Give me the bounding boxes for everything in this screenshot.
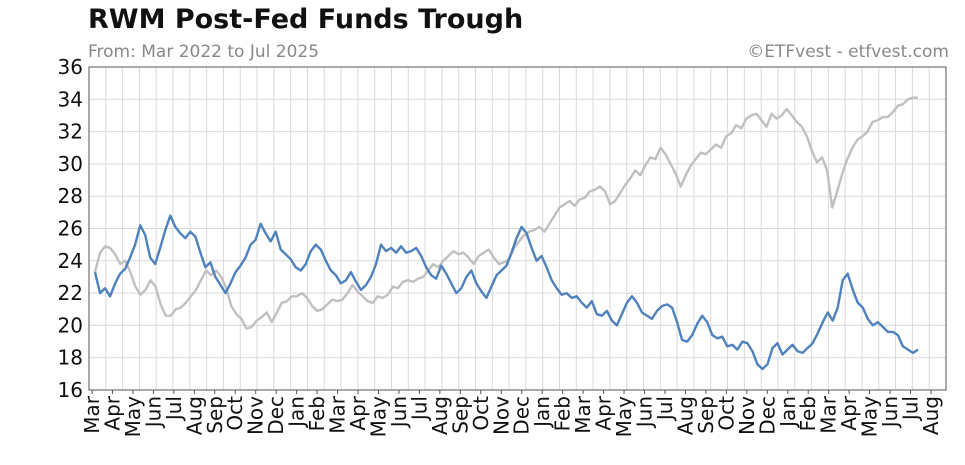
chart-title: RWM Post-Fed Funds Trough bbox=[88, 4, 524, 35]
chart-subtitle: From: Mar 2022 to Jul 2025 bbox=[88, 42, 320, 62]
y-tick-label: 28 bbox=[58, 184, 83, 208]
x-tick-label: Mar bbox=[817, 395, 841, 434]
chart-credit: ©ETFvest - etfvest.com bbox=[747, 42, 949, 62]
grid bbox=[89, 66, 946, 391]
y-tick-label: 20 bbox=[58, 313, 83, 337]
x-tick-label: May bbox=[366, 396, 390, 438]
x-tick-label: Jul bbox=[162, 396, 186, 422]
y-axis-ticks: 16 18 20 22 24 26 28 30 32 34 36 bbox=[58, 55, 83, 402]
x-tick-label: Jul bbox=[653, 396, 677, 422]
x-tick-label: Sep bbox=[694, 396, 718, 434]
x-tick-label: May bbox=[858, 396, 882, 438]
x-tick-label: Nov bbox=[244, 396, 268, 435]
x-tick-label: Aug bbox=[919, 396, 943, 435]
y-tick-label: 32 bbox=[58, 120, 83, 144]
x-tick-label: Oct bbox=[714, 396, 738, 431]
x-tick-label: Dec bbox=[264, 396, 288, 435]
y-tick-label: 30 bbox=[58, 152, 83, 176]
x-axis-ticks: MarAprMayJunJulAugSepOctNovDecJanFebMarA… bbox=[80, 390, 943, 437]
x-tick-label: Feb bbox=[796, 396, 820, 431]
x-tick-label: May bbox=[121, 396, 145, 438]
x-tick-label: Apr bbox=[592, 395, 616, 430]
x-tick-label: Aug bbox=[673, 396, 697, 435]
x-tick-label: May bbox=[612, 396, 636, 438]
x-tick-label: Aug bbox=[428, 396, 452, 435]
y-tick-label: 26 bbox=[58, 217, 83, 241]
x-tick-label: Jun bbox=[633, 396, 657, 429]
x-tick-label: Jul bbox=[899, 396, 923, 422]
x-tick-label: Sep bbox=[203, 396, 227, 434]
x-tick-label: Jun bbox=[141, 396, 165, 429]
plot-frame bbox=[88, 66, 947, 391]
y-tick-label: 16 bbox=[58, 378, 83, 402]
x-tick-label: Jan bbox=[285, 396, 309, 429]
x-tick-label: Apr bbox=[837, 395, 861, 430]
x-tick-label: Dec bbox=[755, 396, 779, 435]
series-line-2 bbox=[93, 96, 918, 330]
x-tick-label: Jan bbox=[530, 396, 554, 429]
series-line-1 bbox=[93, 214, 919, 371]
x-tick-label: Nov bbox=[489, 396, 513, 435]
x-tick-label: Apr bbox=[346, 395, 370, 430]
x-tick-label: Jun bbox=[878, 396, 902, 429]
x-tick-label: Oct bbox=[469, 396, 493, 431]
x-tick-label: Apr bbox=[100, 395, 124, 430]
y-tick-label: 22 bbox=[58, 281, 83, 305]
y-tick-label: 34 bbox=[58, 87, 83, 111]
x-tick-label: Sep bbox=[448, 396, 472, 434]
x-tick-label: Mar bbox=[80, 395, 104, 434]
x-tick-label: Dec bbox=[510, 396, 534, 435]
x-tick-label: Oct bbox=[223, 396, 247, 431]
x-tick-label: Feb bbox=[551, 396, 575, 431]
series-lines bbox=[93, 96, 919, 371]
x-tick-label: Jan bbox=[776, 396, 800, 429]
x-tick-label: Feb bbox=[305, 396, 329, 431]
y-tick-label: 18 bbox=[58, 346, 83, 370]
y-tick-label: 24 bbox=[58, 249, 83, 273]
x-tick-label: Jul bbox=[407, 396, 431, 422]
y-tick-label: 36 bbox=[58, 55, 83, 79]
x-tick-label: Mar bbox=[571, 395, 595, 434]
x-tick-label: Mar bbox=[326, 395, 350, 434]
x-tick-label: Jun bbox=[387, 396, 411, 429]
x-tick-label: Nov bbox=[735, 396, 759, 435]
x-tick-label: Aug bbox=[182, 396, 206, 435]
